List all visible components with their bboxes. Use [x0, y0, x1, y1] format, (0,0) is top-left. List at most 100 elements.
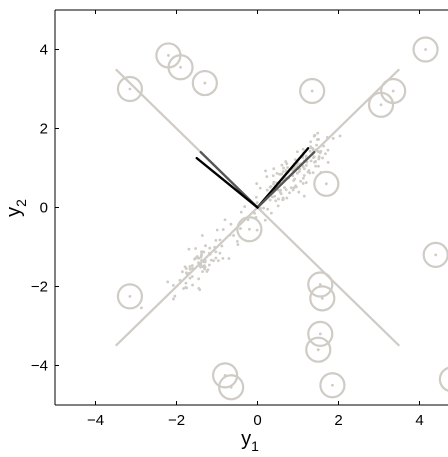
- outlier-point: [424, 48, 427, 51]
- outlier-point: [318, 332, 322, 336]
- cluster-1-point: [301, 147, 305, 151]
- ticks: −4 −2 0 2 4 −4 −2 0 2 4: [31, 10, 424, 429]
- cluster-1-point: [292, 186, 296, 190]
- cluster-1-point: [269, 211, 273, 215]
- cluster-2-point: [207, 252, 211, 255]
- cluster-1-point: [325, 135, 329, 139]
- cluster-1-point: [326, 148, 330, 152]
- cluster-2-point: [184, 267, 188, 270]
- cluster-1-point: [315, 143, 318, 147]
- cluster-1-point: [315, 138, 319, 141]
- outlier-ring: [218, 374, 245, 401]
- cluster-1-point: [280, 163, 284, 167]
- cluster-2-point: [172, 297, 175, 301]
- cluster-1-point: [263, 218, 267, 222]
- outlier-ring: [299, 77, 326, 105]
- cluster-2-point: [178, 278, 182, 282]
- outlier-ring: [116, 75, 144, 103]
- cluster-1-point: [317, 164, 320, 168]
- cluster-2-point: [208, 246, 212, 250]
- x-axis-title-subscript: 1: [251, 438, 259, 454]
- outlier-point: [331, 383, 334, 387]
- cluster-2-point: [203, 259, 207, 262]
- x-axis-title-main: y: [241, 428, 251, 450]
- cluster-1-point: [331, 137, 335, 140]
- outlier-ring: [116, 283, 144, 310]
- outlier-point: [167, 54, 170, 57]
- cluster-1-point: [289, 186, 293, 190]
- outlier-ring: [307, 271, 334, 298]
- x-tick-label: 0: [253, 412, 261, 429]
- cluster-1-point: [307, 169, 311, 172]
- cluster-1-point: [276, 204, 280, 208]
- cluster-2-point: [204, 244, 207, 248]
- direction-vectors: [195, 147, 316, 209]
- outlier-ring: [319, 372, 346, 399]
- cluster-1-point: [317, 155, 321, 158]
- cluster-2-point: [188, 265, 192, 268]
- cluster-1-point: [301, 176, 305, 180]
- cluster-2-point: [218, 238, 222, 242]
- cluster-2-point: [173, 294, 177, 298]
- cluster-2-point: [214, 238, 218, 242]
- cluster-1-point: [308, 149, 312, 153]
- y-axis-title-main: y: [3, 207, 25, 217]
- cluster-2-point: [235, 239, 239, 243]
- cluster-1-point: [273, 194, 277, 198]
- cluster-1-point: [264, 169, 267, 173]
- cluster-1-point: [294, 184, 297, 188]
- y-axis-title-subscript: 2: [13, 199, 29, 207]
- cluster-2-point: [188, 276, 192, 280]
- cluster-1-point: [285, 162, 289, 166]
- x-axis-title: y1: [241, 428, 259, 454]
- cluster-1-point: [316, 131, 320, 135]
- cluster-2-point: [198, 264, 202, 267]
- cluster-2-point: [223, 218, 227, 222]
- outlier-ring: [438, 366, 448, 392]
- y-tick-label: 2: [40, 121, 48, 138]
- cluster-1-point: [338, 134, 342, 138]
- y-tick-label: 4: [40, 42, 48, 59]
- cluster-1-point: [317, 157, 321, 161]
- cluster-1-point: [268, 198, 272, 202]
- outlier-ring: [305, 336, 332, 363]
- cluster-1-point: [297, 190, 301, 194]
- cluster-1-point: [304, 181, 308, 185]
- cluster-1-point: [304, 163, 308, 167]
- cluster-1-point: [313, 160, 316, 164]
- cluster-1-point: [284, 160, 288, 163]
- cluster-1-point: [301, 165, 305, 169]
- cluster-2-point: [139, 306, 143, 310]
- cluster-1-point: [293, 177, 297, 181]
- cluster-1-point: [268, 185, 272, 189]
- cluster-2-point: [197, 261, 200, 265]
- direction-vector: [195, 156, 259, 209]
- cluster-2-point: [246, 218, 250, 222]
- cluster-1-point: [253, 211, 256, 215]
- cluster-2-point: [227, 257, 231, 260]
- outlier-point: [316, 348, 320, 352]
- cluster-1-point: [322, 144, 325, 148]
- x-tick-label: −4: [87, 412, 104, 429]
- y-tick-label: 0: [40, 200, 48, 217]
- cluster-1-point: [271, 174, 275, 178]
- cluster-1-point: [291, 188, 295, 192]
- cluster-1-point: [254, 195, 258, 199]
- cluster-2-point: [236, 243, 240, 246]
- outlier-point: [324, 182, 328, 186]
- cluster-2-point: [201, 259, 205, 263]
- cluster-1-point: [301, 182, 305, 185]
- cluster-1-point: [296, 162, 299, 166]
- cluster-2-point: [255, 228, 259, 232]
- cluster-1-point: [272, 167, 276, 171]
- cluster-1-point: [284, 188, 288, 192]
- cluster-1-point: [309, 159, 313, 163]
- cluster-2-point: [203, 267, 207, 271]
- cluster-2-point: [200, 234, 204, 237]
- cluster-2-point: [191, 283, 194, 287]
- outlier-point: [128, 87, 132, 91]
- cluster-1-point: [266, 207, 270, 211]
- outlier-point: [203, 81, 207, 85]
- x-tick-label: 2: [334, 412, 342, 429]
- cluster-1-point: [312, 155, 316, 159]
